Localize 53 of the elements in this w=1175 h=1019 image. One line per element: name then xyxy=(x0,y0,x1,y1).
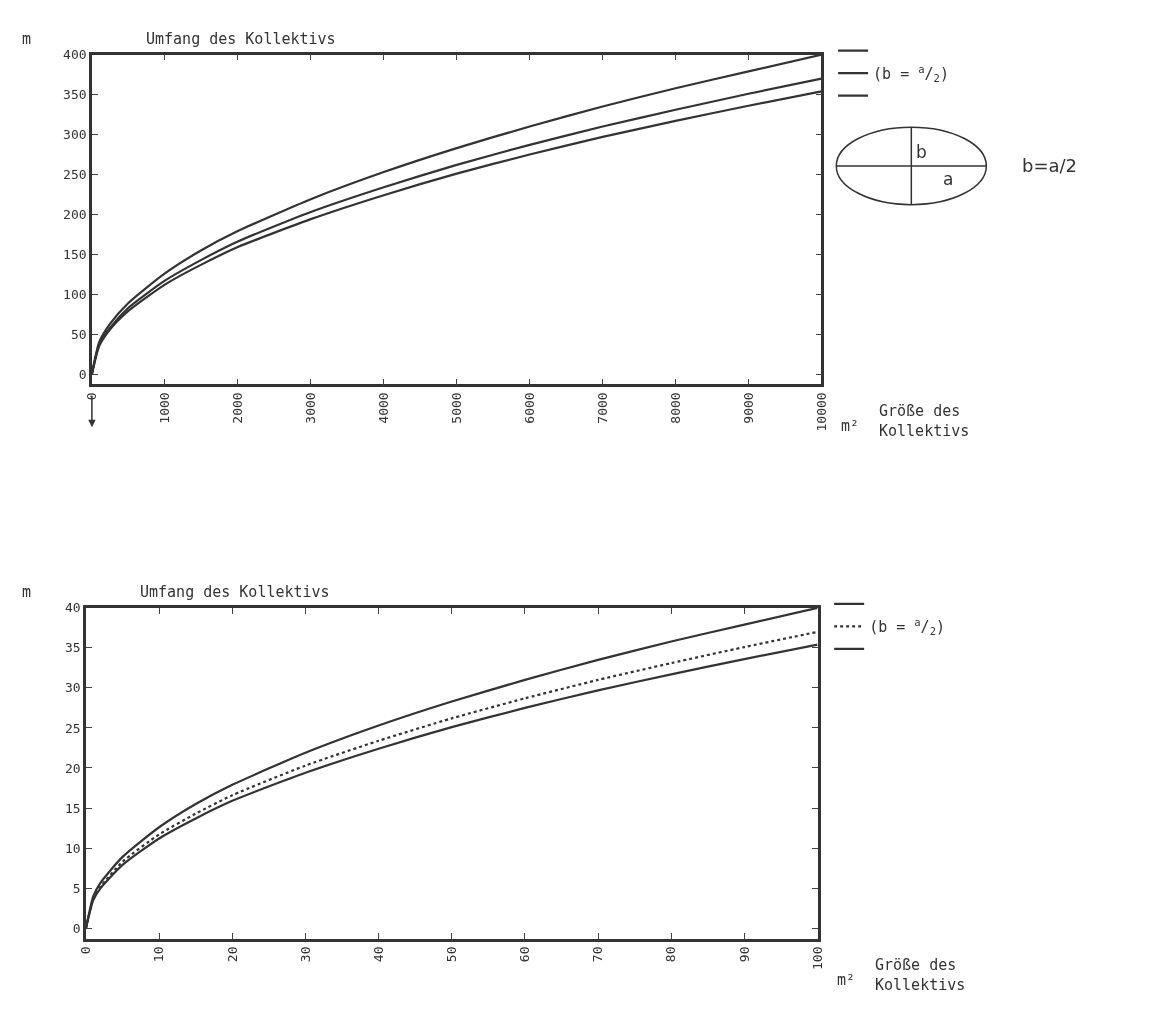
x-tick-label: 40 xyxy=(370,946,386,963)
x-axis-title: Größe des Kollektivs xyxy=(875,956,966,994)
legend-label: (b = $^{a}$/$_{2}$) xyxy=(873,62,949,85)
x-tick-label: 5000 xyxy=(448,392,464,424)
x-tick-label: 8000 xyxy=(667,392,683,424)
text: b=a/2 xyxy=(1022,155,1078,176)
x-tick-label: 30 xyxy=(297,946,313,963)
x-tick-label: 7000 xyxy=(594,392,610,424)
y-axis-title: m xyxy=(22,30,32,48)
x-tick-label: 100 xyxy=(809,946,825,970)
x-tick-label: 10 xyxy=(151,946,167,963)
x-tick-label: 60 xyxy=(517,946,533,963)
y-tick-label: 200 xyxy=(63,206,87,222)
y-tick-label: 20 xyxy=(64,760,81,776)
y-tick-label: 35 xyxy=(64,640,81,656)
x-tick-label: 10000 xyxy=(813,392,829,432)
y-tick-label: 400 xyxy=(63,47,87,63)
y-tick-label: 40 xyxy=(64,600,81,616)
legend-label: (b = $^{a}$/$_{2}$) xyxy=(869,615,946,638)
y-tick-label: 15 xyxy=(64,800,81,816)
x-tick-label: 9000 xyxy=(740,392,756,424)
x-tick-label: 3000 xyxy=(303,392,319,424)
x-tick-label: 1000 xyxy=(157,392,173,424)
text: m² xyxy=(841,417,860,435)
x-tick-label: 50 xyxy=(443,946,459,963)
y-tick-label: 25 xyxy=(64,720,81,736)
y-tick-label: 150 xyxy=(63,246,87,262)
x-tick-label: 0 xyxy=(84,392,100,401)
text: b xyxy=(916,142,927,162)
x-tick-label: 70 xyxy=(590,946,606,963)
x-tick-label: 0 xyxy=(78,946,94,955)
y-tick-label: 250 xyxy=(63,166,87,182)
x-tick-label: 20 xyxy=(224,946,240,963)
x-tick-label: 6000 xyxy=(521,392,537,424)
y-tick-label: 5 xyxy=(72,880,81,896)
y-tick-label: 50 xyxy=(70,326,87,342)
text: a xyxy=(943,169,954,189)
y-axis-title: m xyxy=(22,583,32,601)
y-tick-label: 30 xyxy=(64,680,81,696)
y-tick-label: 10 xyxy=(64,840,81,856)
x-tick-label: 90 xyxy=(736,946,752,963)
y-tick-label: 350 xyxy=(63,87,87,103)
y-tick-label: 300 xyxy=(63,127,87,143)
y-tick-label: 100 xyxy=(63,286,87,302)
y-tick-label: 0 xyxy=(78,366,87,382)
x-tick-label: 2000 xyxy=(230,392,246,424)
chart-title: Umfang des Kollektivs xyxy=(140,583,330,601)
x-tick-label: 80 xyxy=(663,946,679,963)
x-tick-label: 4000 xyxy=(375,392,391,424)
chart-title: Umfang des Kollektivs xyxy=(146,30,336,48)
y-tick-label: 0 xyxy=(72,920,81,936)
x-axis-title: Größe des Kollektivs xyxy=(879,402,970,440)
text: m² xyxy=(837,971,856,989)
